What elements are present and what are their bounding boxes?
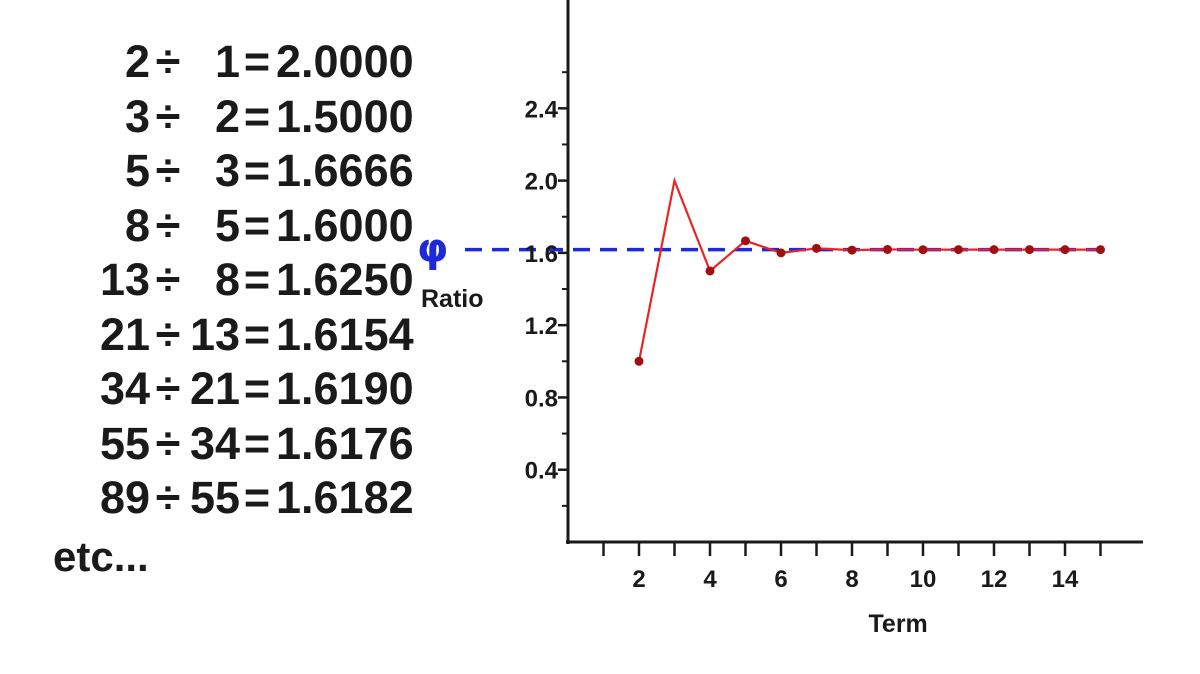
divide-sign: ÷	[155, 417, 181, 469]
denominator: 13	[189, 308, 240, 360]
denominator: 34	[189, 417, 240, 469]
x-axis-title: Term	[869, 610, 928, 638]
ratio-equation-list: 2 ÷ 1 = 2.0000 3 ÷ 2 = 1.5000 5 ÷ 3 = 1.6666 8 ÷ 5 = 1.6000…	[40, 35, 414, 526]
ratio-result: 1.6190	[276, 363, 414, 414]
x-tick-label: 14	[1052, 566, 1079, 593]
equation-row: 34 ÷ 21 = 1.6190	[40, 362, 414, 417]
ratio-result: 1.6182	[276, 472, 414, 523]
denominator: 21	[189, 363, 240, 414]
equation-row: 21 ÷ 13 = 1.6154	[40, 308, 414, 363]
x-tick-label: 6	[774, 566, 787, 593]
phi-label: φ	[417, 226, 448, 272]
equation-row: 2 ÷ 1 = 2.0000	[40, 35, 414, 90]
y-axis-title: Ratio	[421, 285, 484, 313]
equals-sign: =	[243, 90, 271, 142]
equals-sign: =	[243, 417, 271, 469]
ratio-result: 2.0000	[276, 36, 414, 87]
data-point	[883, 244, 892, 254]
data-point	[918, 245, 928, 255]
y-tick-label: 0.8	[525, 385, 558, 412]
equals-sign: =	[243, 254, 271, 305]
equals-sign: =	[243, 308, 271, 360]
divide-sign: ÷	[155, 472, 181, 523]
data-point	[741, 236, 750, 246]
divide-sign: ÷	[155, 145, 181, 196]
denominator: 3	[214, 145, 240, 196]
y-tick-label: 2.4	[525, 96, 559, 123]
etc-text: etc...	[53, 533, 149, 580]
x-tick-label: 2	[632, 566, 645, 593]
y-tick-label: 1.6	[525, 241, 558, 268]
equals-sign: =	[243, 363, 271, 414]
y-tick-label: 1.2	[525, 313, 558, 340]
x-tick-label: 8	[845, 566, 858, 593]
x-tick-label: 12	[981, 566, 1008, 593]
numerator: 2	[124, 36, 150, 87]
data-point	[1025, 245, 1034, 255]
equation-row: 55 ÷ 34 = 1.6176	[40, 417, 414, 472]
equation-row: 13 ÷ 8 = 1.6250	[40, 253, 414, 308]
numerator: 8	[124, 199, 150, 251]
equation-row: 8 ÷ 5 = 1.6000	[40, 199, 414, 254]
ratio-result: 1.6176	[276, 417, 414, 469]
divide-sign: ÷	[155, 254, 181, 305]
divide-sign: ÷	[155, 199, 181, 251]
data-point	[847, 245, 857, 255]
divide-sign: ÷	[155, 36, 181, 87]
equation-row: 5 ÷ 3 = 1.6666	[40, 144, 414, 199]
equals-sign: =	[243, 145, 271, 196]
data-point	[1096, 245, 1105, 255]
numerator: 21	[99, 308, 150, 360]
denominator: 5	[214, 199, 240, 251]
equals-sign: =	[243, 199, 271, 251]
data-point	[776, 248, 786, 258]
data-point	[634, 356, 644, 366]
numerator: 55	[99, 417, 150, 469]
y-tick-label: 2.0	[525, 169, 558, 196]
x-tick-label: 10	[910, 566, 937, 593]
equation-row: 89 ÷ 55 = 1.6182	[40, 471, 414, 526]
ratio-result: 1.6250	[276, 254, 414, 305]
ratio-series-line	[637, 176, 1101, 362]
denominator: 1	[214, 36, 240, 87]
equals-sign: =	[243, 472, 271, 523]
numerator: 34	[99, 363, 150, 414]
denominator: 55	[189, 472, 240, 523]
ratio-result: 1.6666	[276, 145, 414, 196]
x-tick-label: 4	[703, 566, 717, 593]
ratio-result: 1.6000	[276, 199, 414, 251]
denominator: 8	[214, 254, 240, 305]
numerator: 89	[99, 472, 150, 523]
data-point	[705, 266, 715, 276]
divide-sign: ÷	[155, 363, 181, 414]
ratio-result: 1.5000	[276, 90, 414, 142]
numerator: 3	[124, 90, 150, 142]
equation-row: 3 ÷ 2 = 1.5000	[40, 90, 414, 145]
data-point	[989, 245, 999, 255]
equals-sign: =	[243, 36, 271, 87]
y-tick-label: 0.4	[525, 458, 559, 485]
divide-sign: ÷	[155, 308, 181, 360]
denominator: 2	[214, 90, 240, 142]
data-point	[1060, 245, 1070, 255]
data-point	[812, 243, 821, 253]
data-point	[954, 245, 963, 255]
numerator: 13	[99, 254, 150, 305]
divide-sign: ÷	[155, 90, 181, 142]
numerator: 5	[124, 145, 150, 196]
ratio-result: 1.6154	[276, 308, 414, 360]
